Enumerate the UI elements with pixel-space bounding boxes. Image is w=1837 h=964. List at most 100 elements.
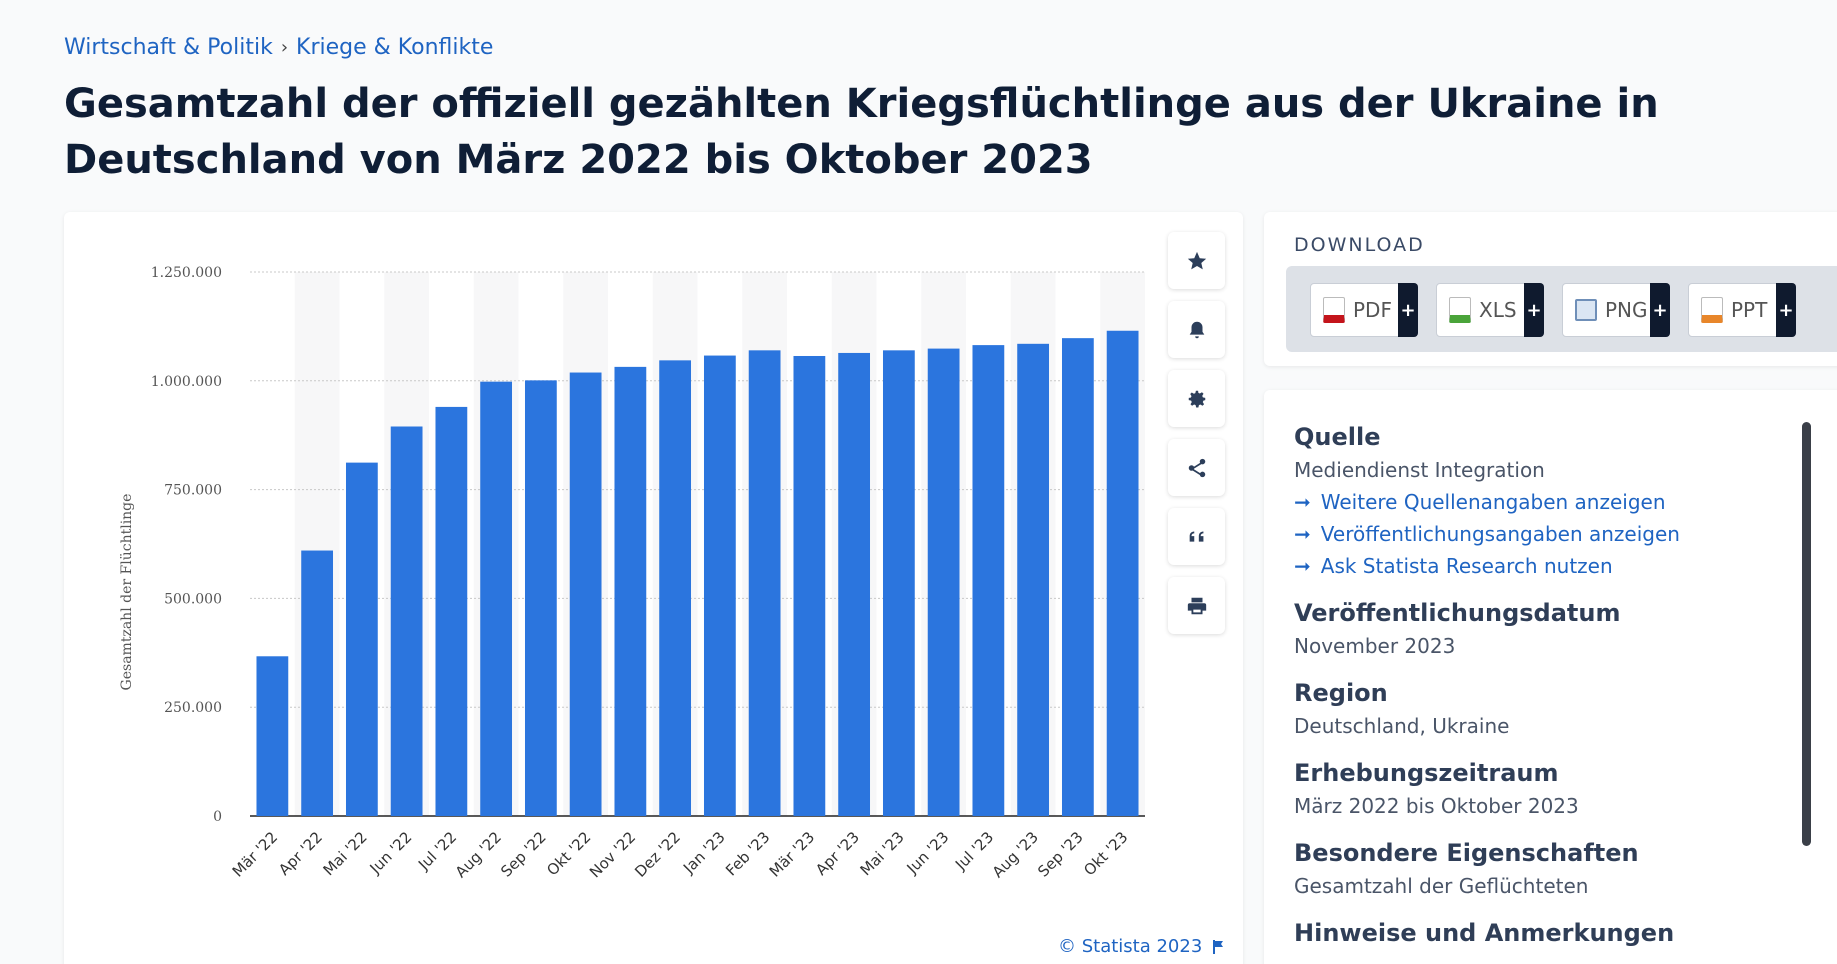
- bar[interactable]: [659, 360, 692, 816]
- bar[interactable]: [345, 462, 378, 816]
- cite-button[interactable]: [1168, 508, 1225, 565]
- bar[interactable]: [390, 426, 423, 816]
- link-ask-research[interactable]: ➞ Ask Statista Research nutzen: [1294, 550, 1814, 582]
- plus-icon: +: [1398, 283, 1418, 337]
- source-value: Mediendienst Integration: [1294, 458, 1545, 482]
- download-xls-button[interactable]: XLS +: [1436, 283, 1544, 337]
- region-value: Deutschland, Ukraine: [1294, 714, 1510, 738]
- plus-icon: +: [1650, 283, 1670, 337]
- x-tick-label: Mär '22: [229, 828, 282, 881]
- x-tick-label: Mai '22: [320, 828, 371, 879]
- breadcrumb: Wirtschaft & Politik › Kriege & Konflikt…: [64, 35, 493, 60]
- link-more-sources-label: Weitere Quellenangaben anzeigen: [1320, 490, 1666, 514]
- y-tick-label: 750.000: [164, 483, 222, 499]
- x-tick-label: Jan '23: [679, 828, 729, 878]
- bar[interactable]: [569, 372, 602, 816]
- link-ask-research-label: Ask Statista Research nutzen: [1320, 554, 1613, 578]
- plus-icon: +: [1776, 283, 1796, 337]
- breadcrumb-link-kriege[interactable]: Kriege & Konflikte: [296, 35, 494, 60]
- download-png-button[interactable]: PNG +: [1562, 283, 1670, 337]
- x-tick-label: Aug '23: [989, 828, 1042, 881]
- bar[interactable]: [614, 366, 647, 816]
- download-card: DOWNLOAD PDF + XLS + PNG + PPT +: [1264, 212, 1837, 366]
- notification-button[interactable]: [1168, 301, 1225, 358]
- bar[interactable]: [435, 406, 468, 816]
- settings-button[interactable]: [1168, 370, 1225, 427]
- special-value: Gesamtzahl der Geflüchteten: [1294, 874, 1589, 898]
- bar[interactable]: [1106, 330, 1139, 816]
- download-ppt-button[interactable]: PPT +: [1688, 283, 1796, 337]
- chart-tools: [1168, 232, 1225, 634]
- pubdate-heading: Veröffentlichungsdatum: [1294, 599, 1621, 627]
- y-tick-label: 0: [213, 809, 222, 825]
- star-icon: [1187, 251, 1206, 269]
- bar[interactable]: [1061, 338, 1094, 816]
- scrollbar[interactable]: [1802, 422, 1811, 846]
- bar[interactable]: [882, 350, 915, 816]
- gear-icon: [1188, 390, 1205, 408]
- x-tick-label: Okt '22: [543, 828, 594, 879]
- chart-card: 0 250.000 500.000 750.000 1.000.000 1.250.000…: [64, 212, 1243, 964]
- bar[interactable]: [972, 345, 1005, 816]
- bar[interactable]: [1017, 343, 1050, 816]
- y-tick-label: 1.250.000: [151, 265, 222, 281]
- download-png-label: PNG: [1605, 298, 1648, 322]
- print-button[interactable]: [1168, 577, 1225, 634]
- print-icon: [1187, 597, 1206, 614]
- bar[interactable]: [793, 355, 826, 816]
- breadcrumb-link-wirtschaft[interactable]: Wirtschaft & Politik: [64, 35, 273, 60]
- share-button[interactable]: [1168, 439, 1225, 496]
- bar[interactable]: [927, 348, 960, 816]
- download-heading: DOWNLOAD: [1294, 234, 1425, 256]
- link-more-sources[interactable]: ➞ Weitere Quellenangaben anzeigen: [1294, 486, 1814, 518]
- notes-heading: Hinweise und Anmerkungen: [1294, 919, 1675, 947]
- bar[interactable]: [480, 381, 513, 816]
- download-pdf-label: PDF: [1353, 298, 1392, 322]
- bar[interactable]: [838, 352, 871, 816]
- arrow-right-icon: ➞: [1294, 554, 1311, 578]
- link-publication-info[interactable]: ➞ Veröffentlichungsangaben anzeigen: [1294, 518, 1814, 550]
- favorite-button[interactable]: [1168, 232, 1225, 289]
- link-publication-info-label: Veröffentlichungsangaben anzeigen: [1320, 522, 1680, 546]
- x-tick-label: Feb '23: [722, 828, 773, 879]
- pubdate-value: November 2023: [1294, 634, 1456, 658]
- download-bar: PDF + XLS + PNG + PPT +: [1286, 266, 1837, 352]
- bar[interactable]: [256, 656, 289, 816]
- period-heading: Erhebungszeitraum: [1294, 759, 1559, 787]
- x-tick-label: Dez '22: [631, 828, 684, 881]
- arrow-right-icon: ➞: [1294, 522, 1311, 546]
- pdf-file-icon: [1323, 297, 1345, 323]
- info-card: Quelle Mediendienst Integration ➞ Weiter…: [1264, 390, 1837, 964]
- page-title: Gesamtzahl der offiziell gezählten Krieg…: [64, 81, 1659, 183]
- bell-icon: [1189, 321, 1204, 338]
- bar[interactable]: [524, 380, 557, 816]
- period-value: März 2022 bis Oktober 2023: [1294, 794, 1579, 818]
- share-icon: [1188, 458, 1205, 477]
- region-heading: Region: [1294, 679, 1388, 707]
- copyright[interactable]: © Statista 2023: [1058, 936, 1224, 957]
- flag-icon: [1213, 939, 1224, 954]
- download-xls-label: XLS: [1479, 298, 1517, 322]
- bar[interactable]: [301, 550, 334, 816]
- plus-icon: +: [1524, 283, 1544, 337]
- x-tick-label: Okt '23: [1080, 828, 1131, 879]
- x-tick-label: Apr '22: [275, 828, 326, 879]
- x-tick-label: Mär '23: [766, 828, 819, 881]
- png-file-icon: [1575, 299, 1597, 321]
- ppt-file-icon: [1701, 297, 1723, 323]
- download-ppt-label: PPT: [1731, 298, 1768, 322]
- bar[interactable]: [703, 355, 736, 816]
- bar[interactable]: [748, 350, 781, 816]
- y-tick-label: 250.000: [164, 700, 222, 716]
- x-tick-label: Jun '22: [366, 828, 416, 878]
- special-heading: Besondere Eigenschaften: [1294, 839, 1639, 867]
- x-tick-label: Sep '23: [1034, 828, 1087, 881]
- bar-chart: 0 250.000 500.000 750.000 1.000.000 1.250.000…: [119, 265, 1145, 881]
- download-pdf-button[interactable]: PDF +: [1310, 283, 1418, 337]
- x-tick-label: Aug '22: [452, 828, 505, 881]
- y-tick-label: 1.000.000: [151, 374, 222, 390]
- x-tick-label: Mai '23: [857, 828, 908, 879]
- y-axis-label: Gesamtzahl der Flüchtlinge: [119, 494, 135, 691]
- x-tick-label: Apr '23: [812, 828, 863, 879]
- copyright-text: © Statista 2023: [1058, 936, 1203, 957]
